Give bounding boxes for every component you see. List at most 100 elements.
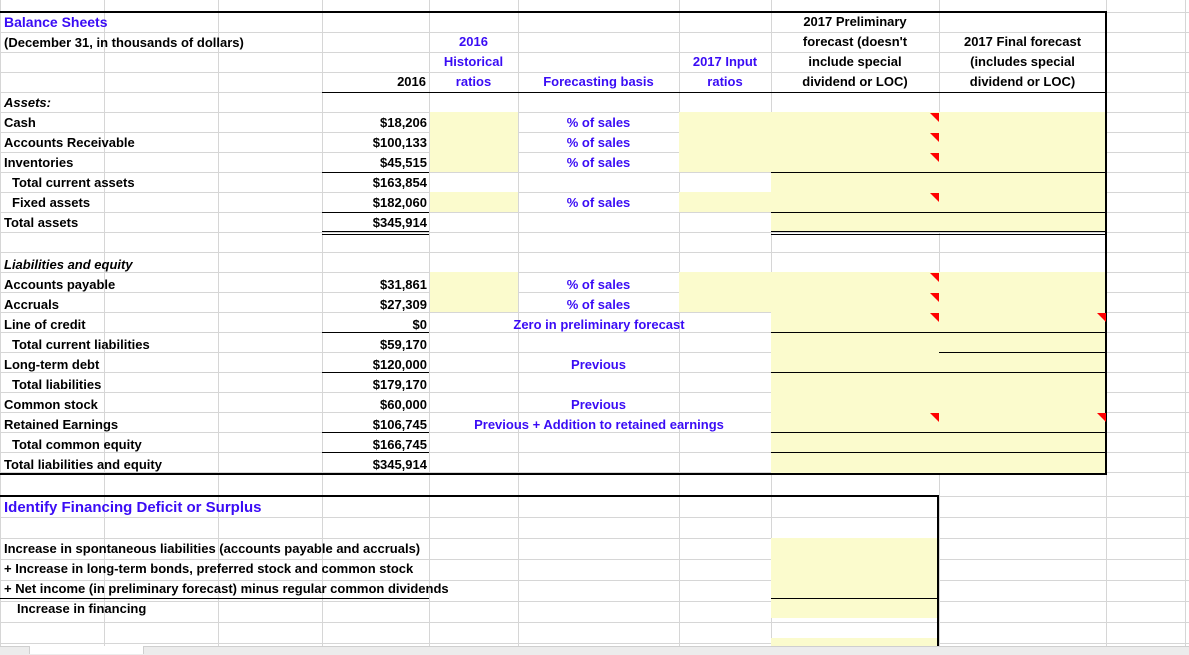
gridline xyxy=(0,32,1189,33)
row-value[interactable]: $182,060 xyxy=(372,195,427,210)
row-basis: % of sales xyxy=(566,277,631,292)
row-value[interactable]: $120,000 xyxy=(372,357,427,372)
row-label: Cash xyxy=(4,115,36,130)
sheet-subtitle: (December 31, in thousands of dollars) xyxy=(4,35,244,50)
row-label: Total liabilities and equity xyxy=(4,457,162,472)
input-ratio-cell[interactable] xyxy=(679,192,771,212)
comment-marker-icon[interactable] xyxy=(930,273,939,282)
header-line: ratios xyxy=(707,74,743,89)
row-label: Common stock xyxy=(4,397,98,412)
sheet-tab-bar xyxy=(0,646,1189,655)
row-basis: Previous + Addition to retained earnings xyxy=(474,417,724,432)
comment-marker-icon[interactable] xyxy=(930,133,939,142)
historical-ratio-cell[interactable] xyxy=(430,192,518,212)
gridline xyxy=(0,352,1189,353)
row-label: Inventories xyxy=(4,155,74,170)
assets-heading: Assets: xyxy=(4,95,51,110)
row-label: Total common equity xyxy=(12,437,142,452)
header-line: forecast (doesn't xyxy=(802,34,908,49)
comment-marker-icon[interactable] xyxy=(1097,413,1106,422)
row-value[interactable]: $18,206 xyxy=(380,115,427,130)
header-line: dividend or LOC) xyxy=(969,74,1076,89)
gridline xyxy=(0,472,1189,473)
financing-row: Increase in spontaneous liabilities (acc… xyxy=(4,541,421,556)
row-value[interactable]: $179,170 xyxy=(372,377,427,392)
gridline xyxy=(0,212,1189,213)
comment-marker-icon[interactable] xyxy=(930,313,939,322)
gridline xyxy=(0,538,1189,539)
comment-marker-icon[interactable] xyxy=(930,113,939,122)
header-2016-text: 2016 xyxy=(397,74,426,89)
historical-ratio-cell[interactable] xyxy=(430,112,518,172)
liabilities-heading: Liabilities and equity xyxy=(4,257,133,272)
row-value[interactable]: $163,854 xyxy=(372,175,427,190)
header-preliminary-forecast: 2017 Preliminary forecast (doesn't inclu… xyxy=(771,12,939,92)
historical-ratio-cell[interactable] xyxy=(430,272,518,312)
row-value[interactable]: $31,861 xyxy=(380,277,427,292)
comment-marker-icon[interactable] xyxy=(930,413,939,422)
gridline xyxy=(0,152,1189,153)
row-value[interactable]: $45,515 xyxy=(380,155,427,170)
gridline xyxy=(0,172,1189,173)
row-value[interactable]: $100,133 xyxy=(372,135,427,150)
header-historical-ratios: 2016 Historical ratios xyxy=(429,32,518,92)
row-basis: Zero in preliminary forecast xyxy=(513,317,685,332)
header-line: Historical xyxy=(443,54,504,69)
row-label: Accounts payable xyxy=(4,277,116,292)
financing-input-cell[interactable] xyxy=(771,638,938,646)
row-label: Fixed assets xyxy=(12,195,91,210)
header-line: 2017 Final forecast xyxy=(963,34,1082,49)
financing-input-cells[interactable] xyxy=(771,538,938,618)
financing-row: + Increase in long-term bonds, preferred… xyxy=(4,561,414,576)
gridline xyxy=(0,132,1189,133)
gridline xyxy=(0,622,1189,623)
row-value[interactable]: $27,309 xyxy=(380,297,427,312)
header-line: 2016 xyxy=(459,34,488,49)
gridline xyxy=(0,312,1189,313)
header-line: (includes special xyxy=(970,54,1075,69)
row-label: Retained Earnings xyxy=(4,417,119,432)
comment-marker-icon[interactable] xyxy=(930,193,939,202)
row-basis: Previous xyxy=(571,397,626,412)
gridline xyxy=(0,517,1189,518)
financing-row: Increase in financing xyxy=(17,601,147,616)
row-basis: % of sales xyxy=(566,115,631,130)
row-value[interactable]: $106,745 xyxy=(372,417,427,432)
gridline xyxy=(0,332,1189,333)
gridline xyxy=(0,192,1189,193)
row-basis: % of sales xyxy=(566,297,631,312)
row-label: Accounts Receivable xyxy=(4,135,135,150)
gridline xyxy=(0,112,1189,113)
header-line: include special xyxy=(808,54,902,69)
row-value[interactable]: $60,000 xyxy=(380,397,427,412)
row-value[interactable]: $0 xyxy=(412,317,427,332)
row-value[interactable]: $345,914 xyxy=(372,457,427,472)
row-label: Total current assets xyxy=(12,175,135,190)
row-basis: Previous xyxy=(571,357,626,372)
row-value[interactable]: $345,914 xyxy=(372,215,427,230)
row-label: Total liabilities xyxy=(12,377,102,392)
input-ratio-cell[interactable] xyxy=(679,272,771,312)
row-label: Long-term debt xyxy=(4,357,100,372)
row-label: Total current liabilities xyxy=(12,337,150,352)
comment-marker-icon[interactable] xyxy=(1097,313,1106,322)
sheet-tab[interactable] xyxy=(29,646,144,654)
input-ratio-cell[interactable] xyxy=(679,112,771,172)
row-value[interactable]: $166,745 xyxy=(372,437,427,452)
row-value[interactable]: $59,170 xyxy=(380,337,427,352)
gridline xyxy=(0,292,1189,293)
gridline xyxy=(0,643,1189,644)
gridline xyxy=(0,412,1189,413)
comment-marker-icon[interactable] xyxy=(930,293,939,302)
row-basis: % of sales xyxy=(566,135,631,150)
gridline xyxy=(0,559,1189,560)
header-line: 2017 Preliminary xyxy=(803,14,907,29)
gridline xyxy=(0,580,1189,581)
sheet-title: Balance Sheets xyxy=(4,14,108,30)
header-forecasting-basis: Forecasting basis xyxy=(543,74,654,89)
header-line: ratios xyxy=(455,74,492,89)
row-basis: % of sales xyxy=(566,155,631,170)
row-label: Line of credit xyxy=(4,317,86,332)
financing-title: Identify Financing Deficit or Surplus xyxy=(4,499,262,516)
comment-marker-icon[interactable] xyxy=(930,153,939,162)
